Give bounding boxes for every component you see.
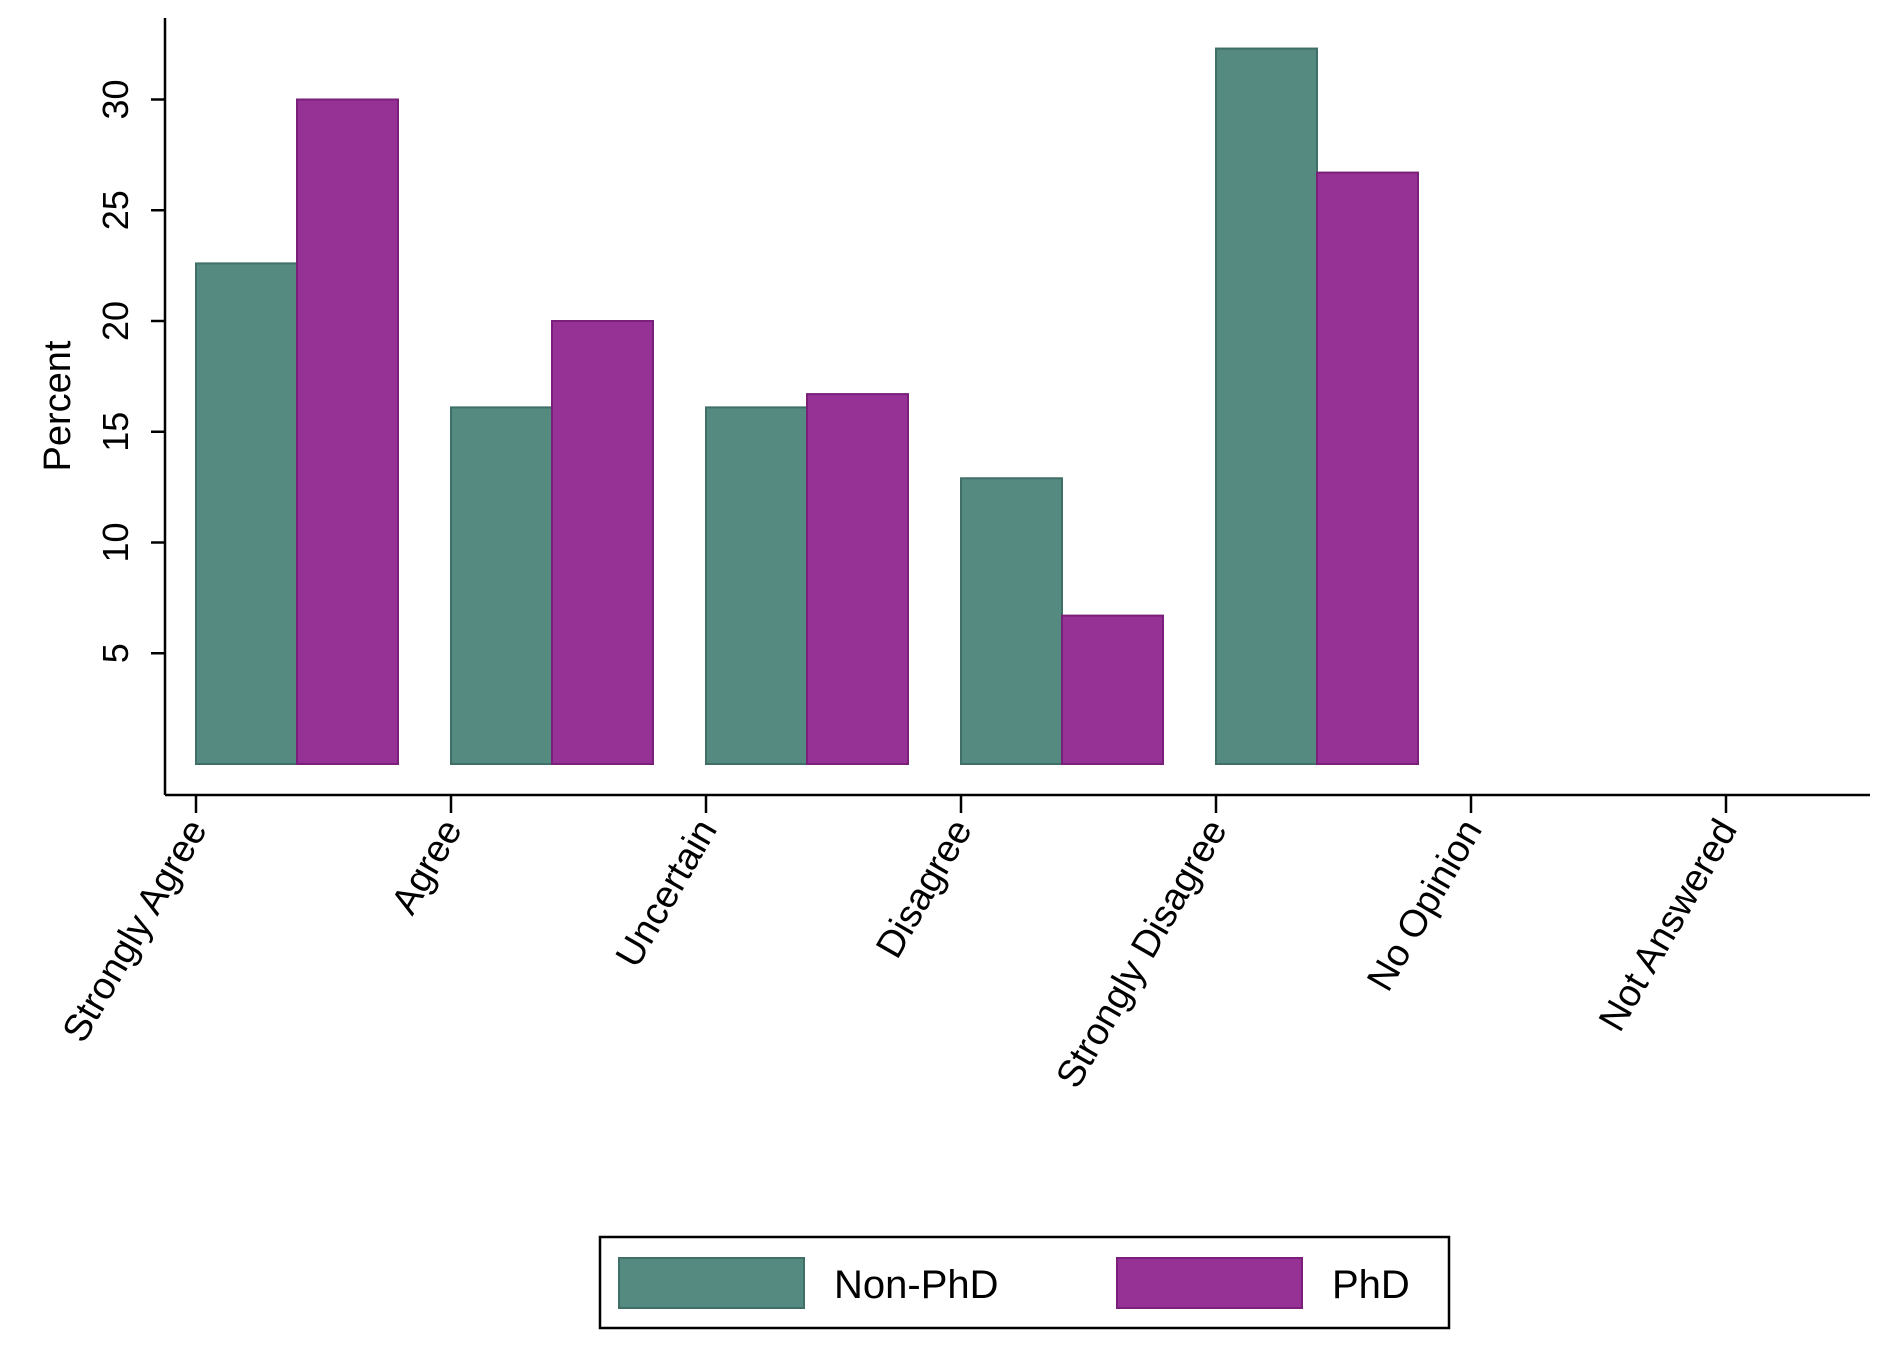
bar-non-phd-strongly-disagree	[1215, 47, 1318, 766]
bar-non-phd-strongly-agree	[195, 262, 298, 765]
y-axis-label: Percent	[37, 340, 79, 471]
bar-phd-agree	[551, 320, 654, 765]
x-tick-label: Strongly Agree	[55, 813, 216, 1050]
x-tick-label: Strongly Disagree	[1048, 813, 1235, 1096]
legend-swatch-non-phd	[618, 1257, 805, 1309]
y-tick-label: 20	[95, 301, 136, 341]
legend-swatch-phd	[1116, 1257, 1303, 1309]
x-tick-label: Disagree	[868, 813, 980, 966]
legend: Non-PhD PhD	[598, 1235, 1451, 1330]
bar-phd-uncertain	[806, 393, 909, 765]
bar-phd-strongly-agree	[296, 98, 399, 765]
bar-non-phd-disagree	[960, 477, 1063, 765]
x-tick-label: Not Answered	[1591, 813, 1746, 1039]
x-tick-label: No Opinion	[1359, 813, 1490, 999]
bar-phd-disagree	[1061, 614, 1164, 765]
bars	[195, 47, 1419, 766]
legend-label-non-phd: Non-PhD	[834, 1263, 999, 1307]
x-tick-label: Agree	[384, 813, 471, 922]
bar-non-phd-agree	[450, 406, 553, 765]
x-tick-label: Uncertain	[608, 813, 726, 975]
y-tick-label: 30	[95, 79, 136, 119]
bar-non-phd-uncertain	[705, 406, 808, 765]
y-tick-label: 25	[95, 190, 136, 230]
y-tick-label: 15	[95, 412, 136, 452]
bar-phd-strongly-disagree	[1316, 171, 1419, 766]
legend-label-phd: PhD	[1332, 1263, 1410, 1307]
y-tick-label: 5	[95, 643, 136, 663]
y-tick-label: 10	[95, 522, 136, 562]
